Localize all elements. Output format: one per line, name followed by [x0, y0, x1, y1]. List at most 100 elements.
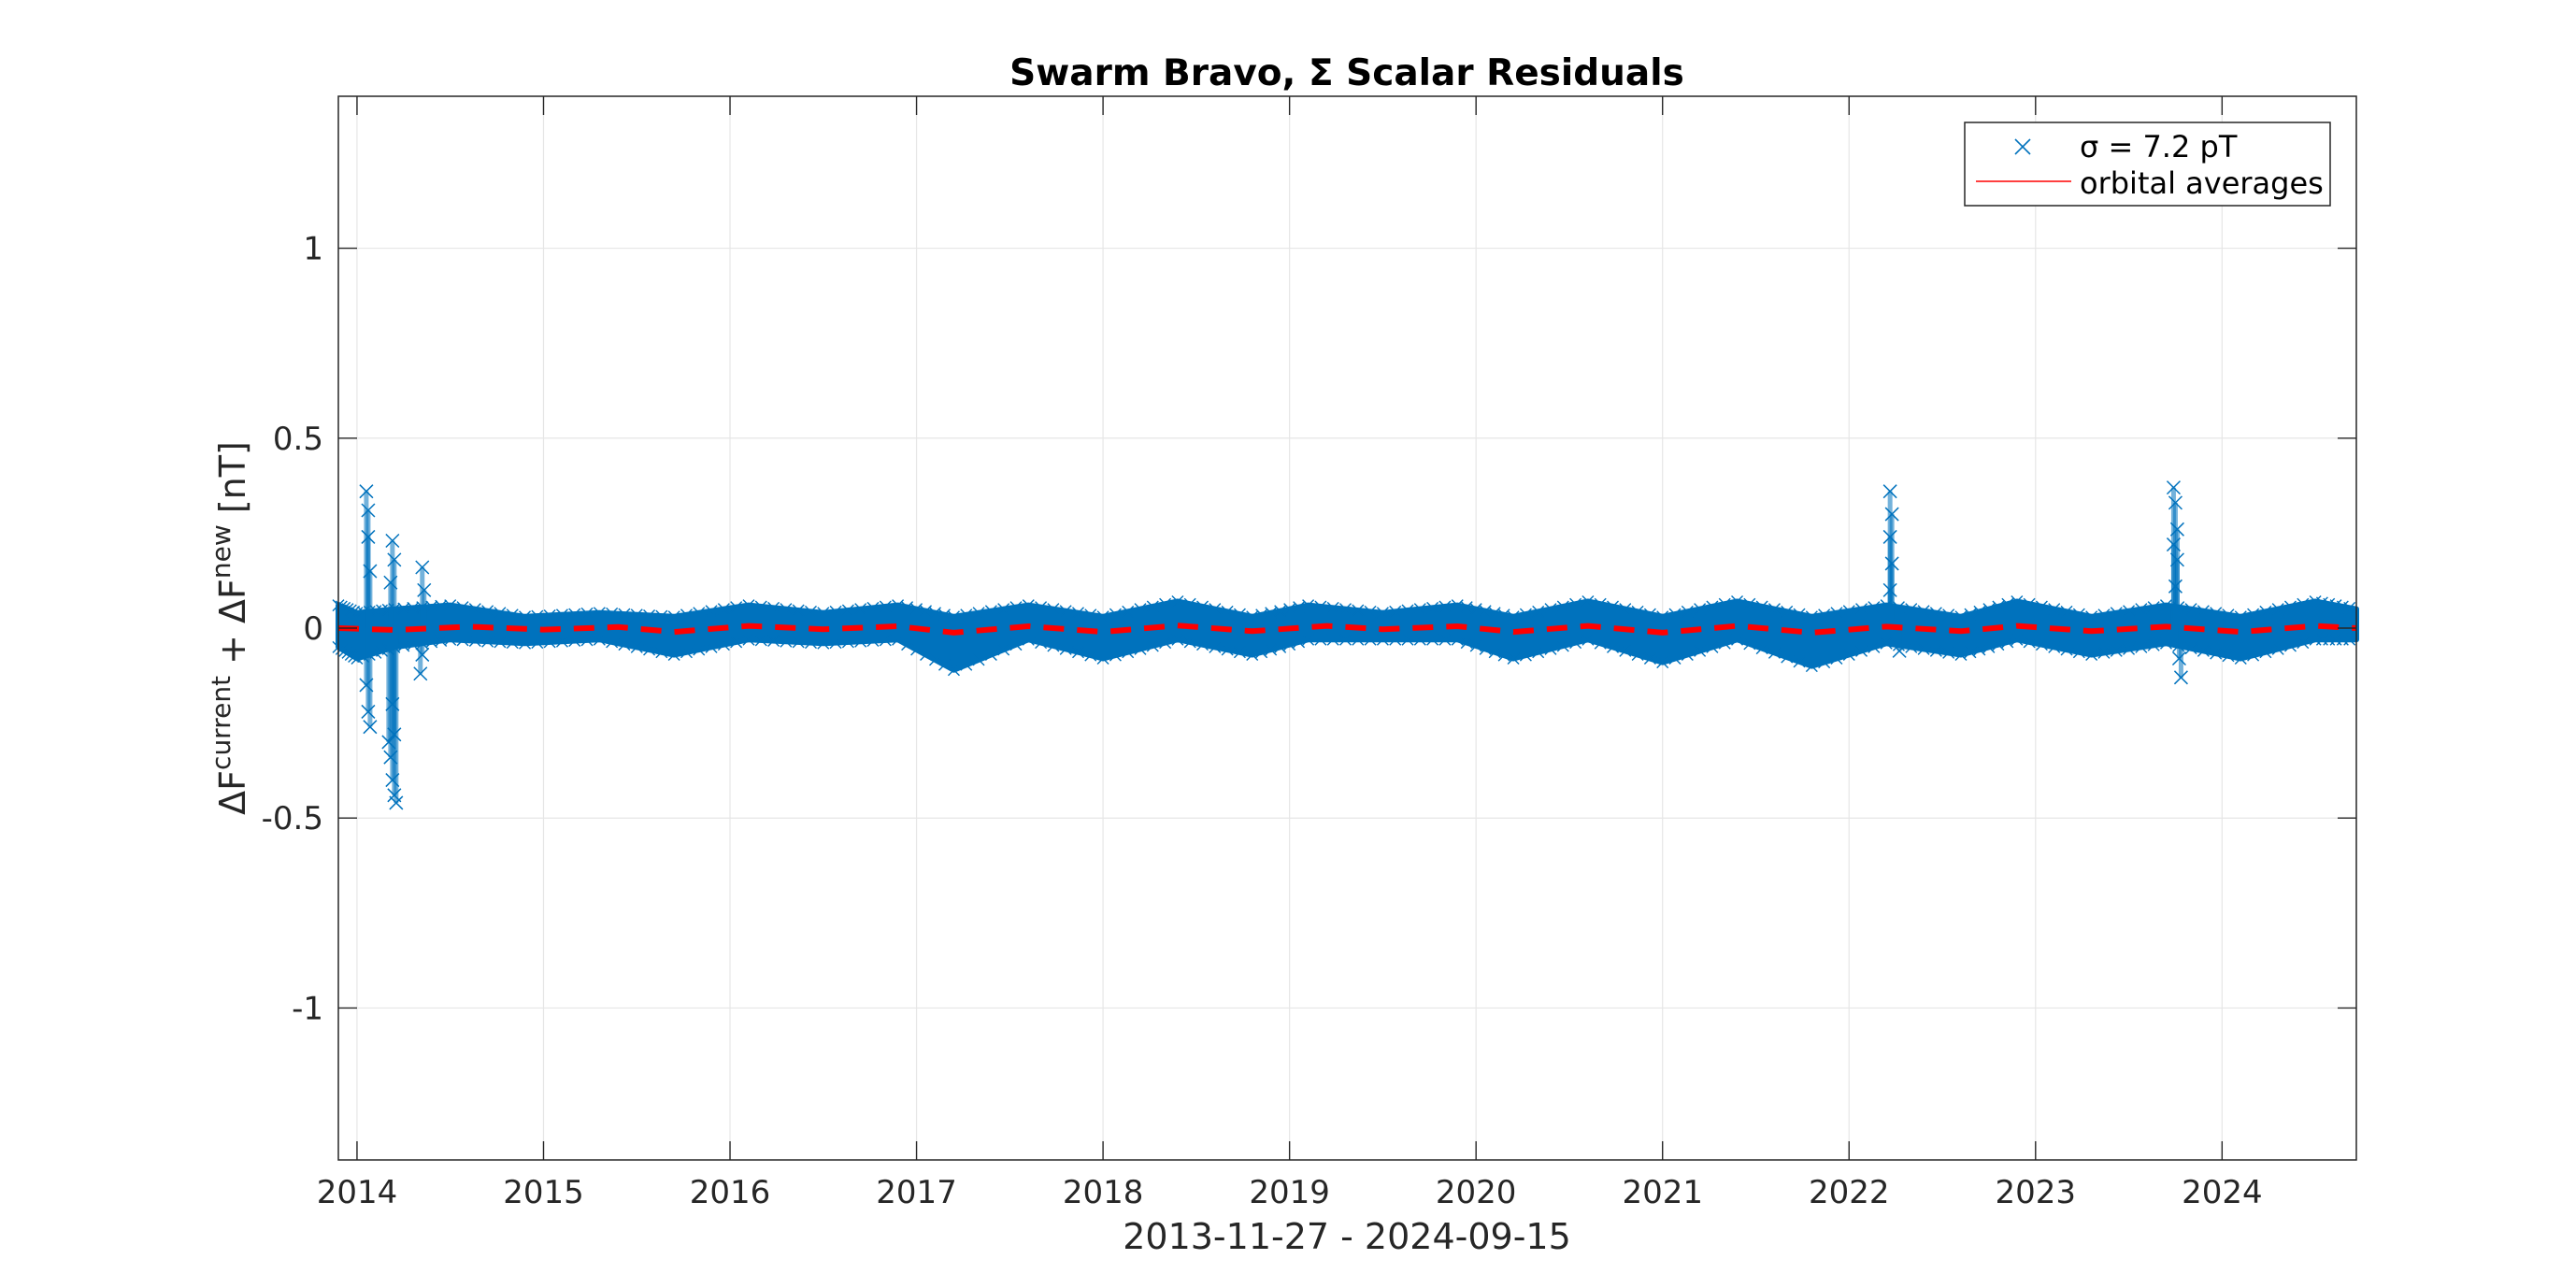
scatter-point: [435, 599, 448, 612]
scatter-point: [1183, 597, 1196, 610]
scatter-point: [1855, 603, 1868, 616]
scatter-point: [1469, 639, 1482, 652]
scatter-point: [1122, 646, 1135, 659]
scatter-point: [1146, 600, 1159, 613]
scatter-point: [2135, 603, 2148, 616]
scatter-point: [780, 635, 793, 648]
scatter-point: [1460, 637, 1473, 650]
scatter-point: [1274, 640, 1287, 653]
scatter-point: [2011, 633, 2024, 646]
scatter-point: [2222, 608, 2235, 622]
scatter-point: [2060, 643, 2073, 656]
legend: σ = 7.2 pT orbital averages: [1964, 122, 2331, 207]
y-tick-label: -0.5: [262, 800, 323, 837]
scatter-point: [1221, 643, 1234, 656]
scatter-point: [829, 637, 842, 650]
scatter-point: [1882, 529, 1897, 544]
scatter-point: [730, 636, 743, 649]
scatter-point: [1706, 600, 1719, 613]
scatter-point: [2001, 636, 2014, 649]
y-label-plus: +: [212, 623, 253, 676]
scatter-point: [1519, 649, 1532, 662]
x-tick-label: 2024: [2182, 1174, 2263, 1211]
scatter-point: [1255, 608, 1268, 622]
scatter-point: [2343, 633, 2356, 646]
scatter-point: [1767, 603, 1781, 616]
scatter-point: [1917, 642, 1930, 655]
scatter-point: [667, 648, 680, 661]
scatter-point: [2123, 605, 2136, 618]
scatter-point: [1917, 605, 1930, 618]
y-label-superscript-new: new: [206, 524, 236, 579]
scatter-point: [1451, 599, 1464, 612]
scatter-point: [2222, 650, 2235, 663]
scatter-point: [444, 633, 457, 646]
scatter-point: [1731, 633, 1744, 646]
scatter-point: [717, 603, 730, 616]
scatter-point: [643, 608, 656, 622]
scatter-point: [2023, 636, 2036, 649]
y-label-delta-1: Δ: [212, 791, 253, 815]
scatter-point: [1488, 646, 1501, 659]
scatter-point: [938, 608, 951, 622]
scatter-point: [1255, 646, 1268, 659]
scatter-point: [397, 602, 410, 615]
scatter-point: [456, 601, 469, 614]
scatter-point: [606, 636, 619, 649]
scatter-point: [901, 638, 914, 651]
scatter-point: [568, 608, 581, 621]
scatter-point: [805, 637, 817, 650]
scatter-point: [1892, 643, 1907, 658]
scatter-point: [1221, 605, 1234, 618]
scatter-series: [332, 595, 2359, 677]
scatter-point: [1631, 605, 1644, 618]
scatter-point: [920, 648, 933, 661]
x-tick-label: 2014: [317, 1174, 398, 1211]
y-tick-labels: 1 0.5 0 -0.5 -1: [262, 231, 323, 1028]
scatter-point: [938, 658, 951, 671]
scatter-point: [456, 634, 469, 647]
scatter-point: [655, 609, 668, 623]
scatter-point: [1352, 633, 1365, 646]
scatter-point: [1497, 608, 1510, 622]
scatter-point: [1209, 640, 1222, 653]
scatter-point: [960, 658, 973, 671]
scatter-point: [1413, 633, 1426, 646]
scatter-point: [1781, 651, 1794, 664]
scatter-point: [2210, 647, 2223, 660]
scatter-point: [1882, 582, 1897, 597]
scatter-point: [1274, 605, 1287, 618]
scatter-outliers: [359, 480, 2188, 810]
scatter-point: [1805, 610, 1818, 623]
scatter-point: [468, 635, 481, 648]
scatter-point: [972, 653, 985, 666]
scatter-point: [381, 735, 396, 750]
scatter-point: [2343, 601, 2356, 614]
scatter-point: [817, 637, 830, 650]
scatter-point: [2001, 597, 2014, 610]
scatter-point: [1905, 640, 1918, 653]
scatter-point: [1532, 646, 1545, 659]
scatter-point: [655, 646, 668, 659]
scatter-point: [1942, 608, 1955, 622]
scatter-point: [984, 605, 997, 618]
scatter-point: [1793, 655, 1806, 668]
scatter-point: [1755, 642, 1768, 655]
scatter-point: [1973, 643, 1986, 656]
scatter-point: [338, 601, 351, 614]
scatter-point: [892, 599, 905, 612]
scatter-point: [2085, 610, 2098, 623]
scatter-point: [780, 603, 793, 616]
scatter-point: [2259, 646, 2272, 659]
scatter-point: [606, 607, 619, 620]
scatter-point: [481, 605, 494, 618]
scatter-point: [1964, 646, 1977, 659]
scatter-point: [1929, 607, 1942, 620]
scatter-point: [2085, 648, 2098, 661]
scatter-point: [1389, 633, 1402, 646]
scatter-point: [630, 608, 643, 622]
scatter-point: [1818, 656, 1831, 669]
scatter-point: [1731, 595, 1744, 608]
scatter-point: [2259, 605, 2272, 618]
scatter-point: [1171, 595, 1184, 608]
